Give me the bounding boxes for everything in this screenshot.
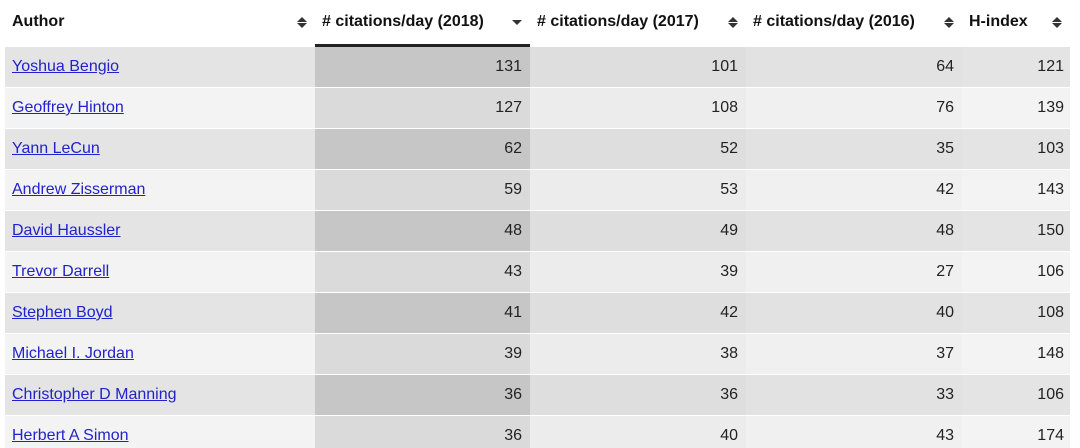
citations-2017-cell: 40 xyxy=(530,415,746,448)
author-cell: Andrew Zisserman xyxy=(5,169,315,211)
table-row: Herbert A Simon 36 40 43 174 xyxy=(5,415,1070,448)
citations-2018-cell: 39 xyxy=(315,333,530,375)
table-row: Yann LeCun 62 52 35 103 xyxy=(5,128,1070,170)
sort-both-icon[interactable] xyxy=(944,16,954,28)
citations-2018-cell: 41 xyxy=(315,292,530,334)
sort-both-icon[interactable] xyxy=(297,16,307,28)
author-link[interactable]: David Haussler xyxy=(12,222,121,239)
citations-2018-cell: 36 xyxy=(315,374,530,416)
table-row: Christopher D Manning 36 36 33 106 xyxy=(5,374,1070,416)
citations-2016-cell: 35 xyxy=(746,128,962,170)
h-index-cell: 148 xyxy=(962,333,1070,375)
citations-2016-cell: 42 xyxy=(746,169,962,211)
author-cell: David Haussler xyxy=(5,210,315,252)
h-index-cell: 174 xyxy=(962,415,1070,448)
citations-2018-cell: 127 xyxy=(315,87,530,129)
citations-2017-cell: 108 xyxy=(530,87,746,129)
column-header-label: # citations/day (2017) xyxy=(537,13,699,31)
citations-2018-cell: 36 xyxy=(315,415,530,448)
citations-2018-cell: 131 xyxy=(315,45,530,88)
author-cell: Yoshua Bengio xyxy=(5,45,315,88)
citations-table: Author # citations/day (2018) # citation… xyxy=(5,0,1070,448)
author-link[interactable]: Michael I. Jordan xyxy=(12,345,134,362)
table-row: Andrew Zisserman 59 53 42 143 xyxy=(5,169,1070,211)
author-link[interactable]: Yoshua Bengio xyxy=(12,57,120,75)
h-index-cell: 108 xyxy=(962,292,1070,334)
citations-2017-cell: 42 xyxy=(530,292,746,334)
citations-2017-cell: 101 xyxy=(530,45,746,88)
author-cell: Trevor Darrell xyxy=(5,251,315,293)
citations-2016-cell: 43 xyxy=(746,415,962,448)
citations-2018-cell: 48 xyxy=(315,210,530,252)
column-header-citations-2018[interactable]: # citations/day (2018) xyxy=(315,0,530,47)
citations-2018-cell: 62 xyxy=(315,128,530,170)
citations-2016-cell: 48 xyxy=(746,210,962,252)
author-cell: Herbert A Simon xyxy=(5,415,315,448)
author-cell: Christopher D Manning xyxy=(5,374,315,416)
citations-2016-cell: 37 xyxy=(746,333,962,375)
citations-2018-cell: 43 xyxy=(315,251,530,293)
sort-both-icon[interactable] xyxy=(1052,16,1062,28)
table-row: Yoshua Bengio 131 101 64 121 xyxy=(5,45,1070,88)
h-index-cell: 106 xyxy=(962,251,1070,293)
table-row: Trevor Darrell 43 39 27 106 xyxy=(5,251,1070,293)
h-index-cell: 106 xyxy=(962,374,1070,416)
table-row: Geoffrey Hinton 127 108 76 139 xyxy=(5,87,1070,129)
author-link[interactable]: Stephen Boyd xyxy=(12,304,113,321)
column-header-citations-2017[interactable]: # citations/day (2017) xyxy=(530,0,746,47)
sort-both-icon[interactable] xyxy=(728,16,738,28)
h-index-cell: 103 xyxy=(962,128,1070,170)
h-index-cell: 139 xyxy=(962,87,1070,129)
table-row: David Haussler 48 49 48 150 xyxy=(5,210,1070,252)
citations-2017-cell: 49 xyxy=(530,210,746,252)
citations-2017-cell: 52 xyxy=(530,128,746,170)
h-index-cell: 121 xyxy=(962,45,1070,88)
citations-2017-cell: 53 xyxy=(530,169,746,211)
citations-2017-cell: 39 xyxy=(530,251,746,293)
author-link[interactable]: Herbert A Simon xyxy=(12,427,129,444)
author-link[interactable]: Christopher D Manning xyxy=(12,386,177,403)
author-link[interactable]: Trevor Darrell xyxy=(12,263,110,280)
author-link[interactable]: Yann LeCun xyxy=(12,140,100,157)
header-row: Author # citations/day (2018) # citation… xyxy=(5,0,1070,47)
column-header-label: # citations/day (2016) xyxy=(753,13,915,31)
author-cell: Geoffrey Hinton xyxy=(5,87,315,129)
citations-2016-cell: 33 xyxy=(746,374,962,416)
column-header-author[interactable]: Author xyxy=(5,0,315,47)
table-row: Michael I. Jordan 39 38 37 148 xyxy=(5,333,1070,375)
column-header-label: # citations/day (2018) xyxy=(322,13,484,30)
citations-2016-cell: 27 xyxy=(746,251,962,293)
column-header-h-index[interactable]: H-index xyxy=(962,0,1070,47)
author-link[interactable]: Andrew Zisserman xyxy=(12,181,146,198)
table-row: Stephen Boyd 41 42 40 108 xyxy=(5,292,1070,334)
column-header-label: H-index xyxy=(969,13,1028,31)
column-header-label: Author xyxy=(12,13,65,31)
citations-2016-cell: 64 xyxy=(746,45,962,88)
citations-2017-cell: 36 xyxy=(530,374,746,416)
citations-2017-cell: 38 xyxy=(530,333,746,375)
citations-2016-cell: 76 xyxy=(746,87,962,129)
h-index-cell: 150 xyxy=(962,210,1070,252)
author-link[interactable]: Geoffrey Hinton xyxy=(12,99,124,116)
author-cell: Yann LeCun xyxy=(5,128,315,170)
h-index-cell: 143 xyxy=(962,169,1070,211)
citations-2018-cell: 59 xyxy=(315,169,530,211)
author-cell: Michael I. Jordan xyxy=(5,333,315,375)
author-cell: Stephen Boyd xyxy=(5,292,315,334)
column-header-citations-2016[interactable]: # citations/day (2016) xyxy=(746,0,962,47)
citations-2016-cell: 40 xyxy=(746,292,962,334)
sort-descending-icon[interactable] xyxy=(512,19,522,25)
